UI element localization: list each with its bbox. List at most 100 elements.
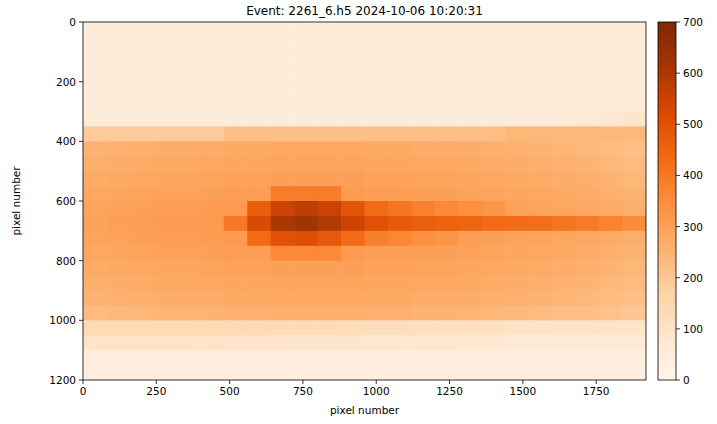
cell — [623, 276, 646, 292]
cell — [365, 261, 389, 277]
cell — [529, 216, 553, 232]
cell — [482, 171, 506, 187]
cell — [599, 305, 623, 321]
cell — [623, 335, 646, 351]
cell — [552, 186, 576, 202]
cell — [130, 246, 154, 262]
cell — [106, 112, 130, 128]
cell — [529, 186, 553, 202]
cell — [388, 335, 412, 351]
cell — [130, 335, 154, 351]
cell — [271, 52, 295, 68]
cell — [177, 156, 201, 172]
cell — [576, 276, 600, 292]
cell — [247, 126, 271, 142]
cell — [623, 126, 646, 142]
cell — [200, 186, 224, 202]
cell — [599, 365, 623, 380]
cell — [623, 97, 646, 113]
cell — [106, 156, 130, 172]
cell — [200, 291, 224, 307]
cell — [177, 335, 201, 351]
cell — [529, 67, 553, 83]
cell — [224, 231, 248, 247]
cell — [599, 67, 623, 83]
cell — [576, 156, 600, 172]
cell — [294, 52, 318, 68]
cell — [224, 97, 248, 113]
cell — [318, 22, 342, 38]
cell — [411, 141, 435, 157]
cell — [458, 231, 482, 247]
cell — [106, 291, 130, 307]
colorbar-tick — [676, 124, 680, 125]
cell — [576, 186, 600, 202]
cell — [294, 201, 318, 217]
cell — [623, 261, 646, 277]
cell — [294, 141, 318, 157]
cell — [106, 320, 130, 336]
cell — [529, 97, 553, 113]
cell — [106, 82, 130, 98]
cell — [482, 291, 506, 307]
cell — [552, 291, 576, 307]
cell — [388, 246, 412, 262]
x-tick-label: 1500 — [509, 385, 536, 397]
cell — [576, 335, 600, 351]
cell — [623, 320, 646, 336]
cell — [458, 22, 482, 38]
cell — [388, 171, 412, 187]
cell — [130, 67, 154, 83]
x-tick-label: 1750 — [583, 385, 610, 397]
cell — [318, 246, 342, 262]
cell — [247, 216, 271, 232]
cell — [318, 276, 342, 292]
cell — [247, 350, 271, 366]
cell — [341, 112, 365, 128]
cell — [224, 112, 248, 128]
cell — [130, 350, 154, 366]
cell — [411, 276, 435, 292]
cell — [411, 261, 435, 277]
cell — [435, 52, 459, 68]
cell — [106, 141, 130, 157]
cell — [552, 320, 576, 336]
frame — [83, 22, 646, 380]
cell — [458, 37, 482, 53]
cell — [130, 141, 154, 157]
cell — [599, 126, 623, 142]
x-tick-label: 1250 — [436, 385, 463, 397]
cell — [177, 276, 201, 292]
cell — [83, 82, 107, 98]
cell — [458, 216, 482, 232]
cell — [529, 22, 553, 38]
cell — [294, 365, 318, 380]
cell — [411, 97, 435, 113]
cell — [623, 350, 646, 366]
cell — [318, 67, 342, 83]
cell — [106, 52, 130, 68]
y-tick — [79, 201, 83, 202]
cell — [435, 156, 459, 172]
cell — [458, 97, 482, 113]
cell — [435, 305, 459, 321]
cell — [177, 67, 201, 83]
cell — [599, 246, 623, 262]
cell — [435, 350, 459, 366]
cell — [271, 82, 295, 98]
cell — [318, 350, 342, 366]
x-tick — [156, 380, 157, 384]
cell — [200, 231, 224, 247]
cell — [153, 97, 177, 113]
y-tick — [79, 22, 83, 23]
x-tick — [302, 380, 303, 384]
cell — [177, 305, 201, 321]
cell — [130, 291, 154, 307]
cells — [83, 22, 646, 380]
cell — [153, 276, 177, 292]
cell — [200, 305, 224, 321]
cell — [458, 141, 482, 157]
cell — [365, 365, 389, 380]
y-tick — [79, 141, 83, 142]
cell — [552, 365, 576, 380]
